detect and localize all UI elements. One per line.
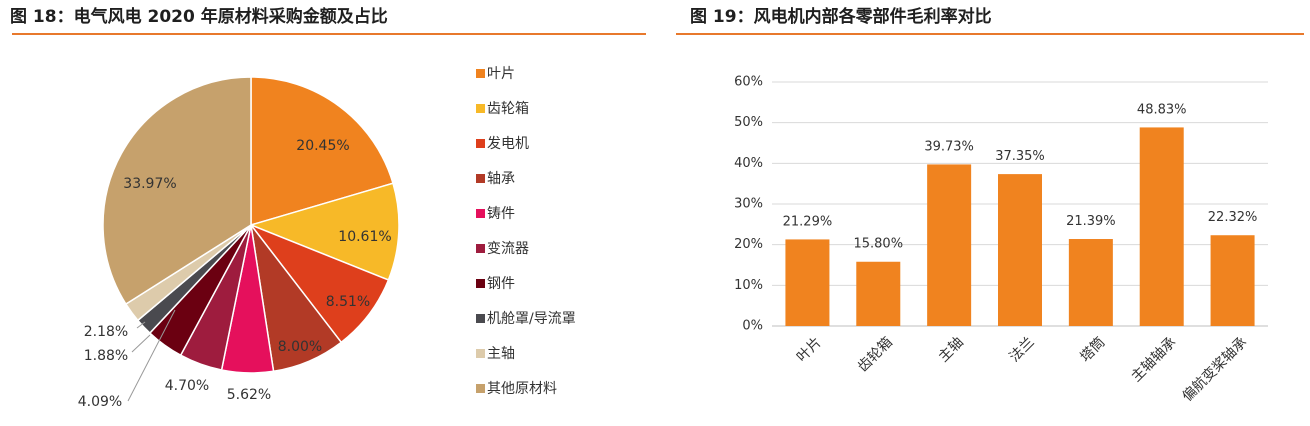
bar-title-rule (676, 33, 1304, 35)
legend-item-label: 变流器 (487, 241, 529, 257)
pie-chart: 20.45% 10.61% 8.51% 8.00% 5.62% 4.70% 4.09% 1.8… (78, 66, 576, 410)
bar-data-label: 39.73% (924, 139, 974, 154)
bar-2 (856, 261, 901, 326)
bar-7 (1210, 235, 1255, 326)
bar-data-label: 48.83% (1137, 102, 1187, 117)
legend-swatch (476, 69, 485, 78)
legend-swatch (476, 349, 485, 358)
legend-swatch (476, 244, 485, 253)
legend-item-label: 钢件 (487, 276, 515, 292)
legend-item-label: 铸件 (487, 206, 515, 222)
bar-6 (1139, 127, 1184, 326)
bar-data-label: 15.80% (853, 237, 903, 252)
pie-data-label: 4.09% (78, 394, 122, 410)
x-category-label: 偏航变桨轴承 (1179, 334, 1250, 405)
legend-item-label: 其他原材料 (487, 381, 557, 397)
pie-data-label: 5.62% (227, 387, 271, 403)
legend-swatch (476, 314, 485, 323)
x-category-label: 齿轮箱 (855, 334, 896, 375)
legend-swatch (476, 384, 485, 393)
legend-item-label: 发电机 (487, 136, 529, 152)
bar-data-label: 37.35% (995, 149, 1045, 164)
bar-1 (785, 239, 830, 326)
y-tick-label: 10% (734, 278, 763, 293)
bar-4 (998, 174, 1042, 326)
x-category-label: 塔筒 (1077, 334, 1109, 366)
y-tick-label: 40% (734, 156, 763, 171)
pie-slice-1 (250, 76, 394, 227)
legend-swatch (476, 174, 485, 183)
legend-item-label: 齿轮箱 (487, 101, 529, 117)
pie-leader-line (127, 309, 176, 402)
pie-slice-10 (102, 76, 252, 306)
x-category-label: 主轴 (936, 334, 967, 365)
pie-data-label: 4.70% (165, 378, 209, 394)
x-category-label: 法兰 (1006, 334, 1037, 365)
legend-swatch (476, 209, 485, 218)
bar-data-label: 22.32% (1208, 210, 1258, 225)
pie-data-label: 20.45% (296, 138, 349, 154)
legend-item-label: 机舱罩/导流罩 (487, 311, 576, 327)
pie-leader-line (136, 321, 146, 329)
pie-data-label: 8.00% (278, 339, 322, 355)
bar-figure-title: 图 19：风电机内部各零部件毛利率对比 (690, 7, 992, 27)
y-tick-label: 0% (742, 319, 763, 334)
pie-data-label: 10.61% (338, 229, 391, 245)
legend-swatch (476, 139, 485, 148)
pie-title-rule (12, 33, 646, 35)
legend-swatch (476, 279, 485, 288)
bar-data-label: 21.39% (1066, 214, 1116, 229)
y-tick-label: 50% (734, 115, 763, 130)
bar-data-label: 21.29% (783, 214, 833, 229)
pie-leader-line (131, 334, 151, 353)
x-category-label: 主轴轴承 (1128, 334, 1179, 385)
pie-data-label: 33.97% (123, 176, 176, 192)
legend-item-label: 轴承 (487, 171, 515, 187)
y-tick-label: 30% (734, 197, 763, 212)
legend-swatch (476, 104, 485, 113)
pie-figure-title: 图 18：电气风电 2020 年原材料采购金额及占比 (10, 7, 388, 27)
pie-data-label: 1.88% (84, 348, 128, 364)
legend-item-label: 主轴 (487, 346, 515, 362)
y-tick-label: 60% (734, 75, 763, 90)
legend-item-label: 叶片 (487, 66, 515, 82)
y-tick-label: 20% (734, 237, 763, 252)
pie-slice-2 (248, 182, 400, 281)
bar-3 (927, 164, 972, 326)
x-category-label: 叶片 (794, 334, 825, 365)
pie-data-label: 2.18% (84, 324, 128, 340)
bar-5 (1068, 239, 1113, 326)
pie-data-label: 8.51% (326, 294, 370, 310)
